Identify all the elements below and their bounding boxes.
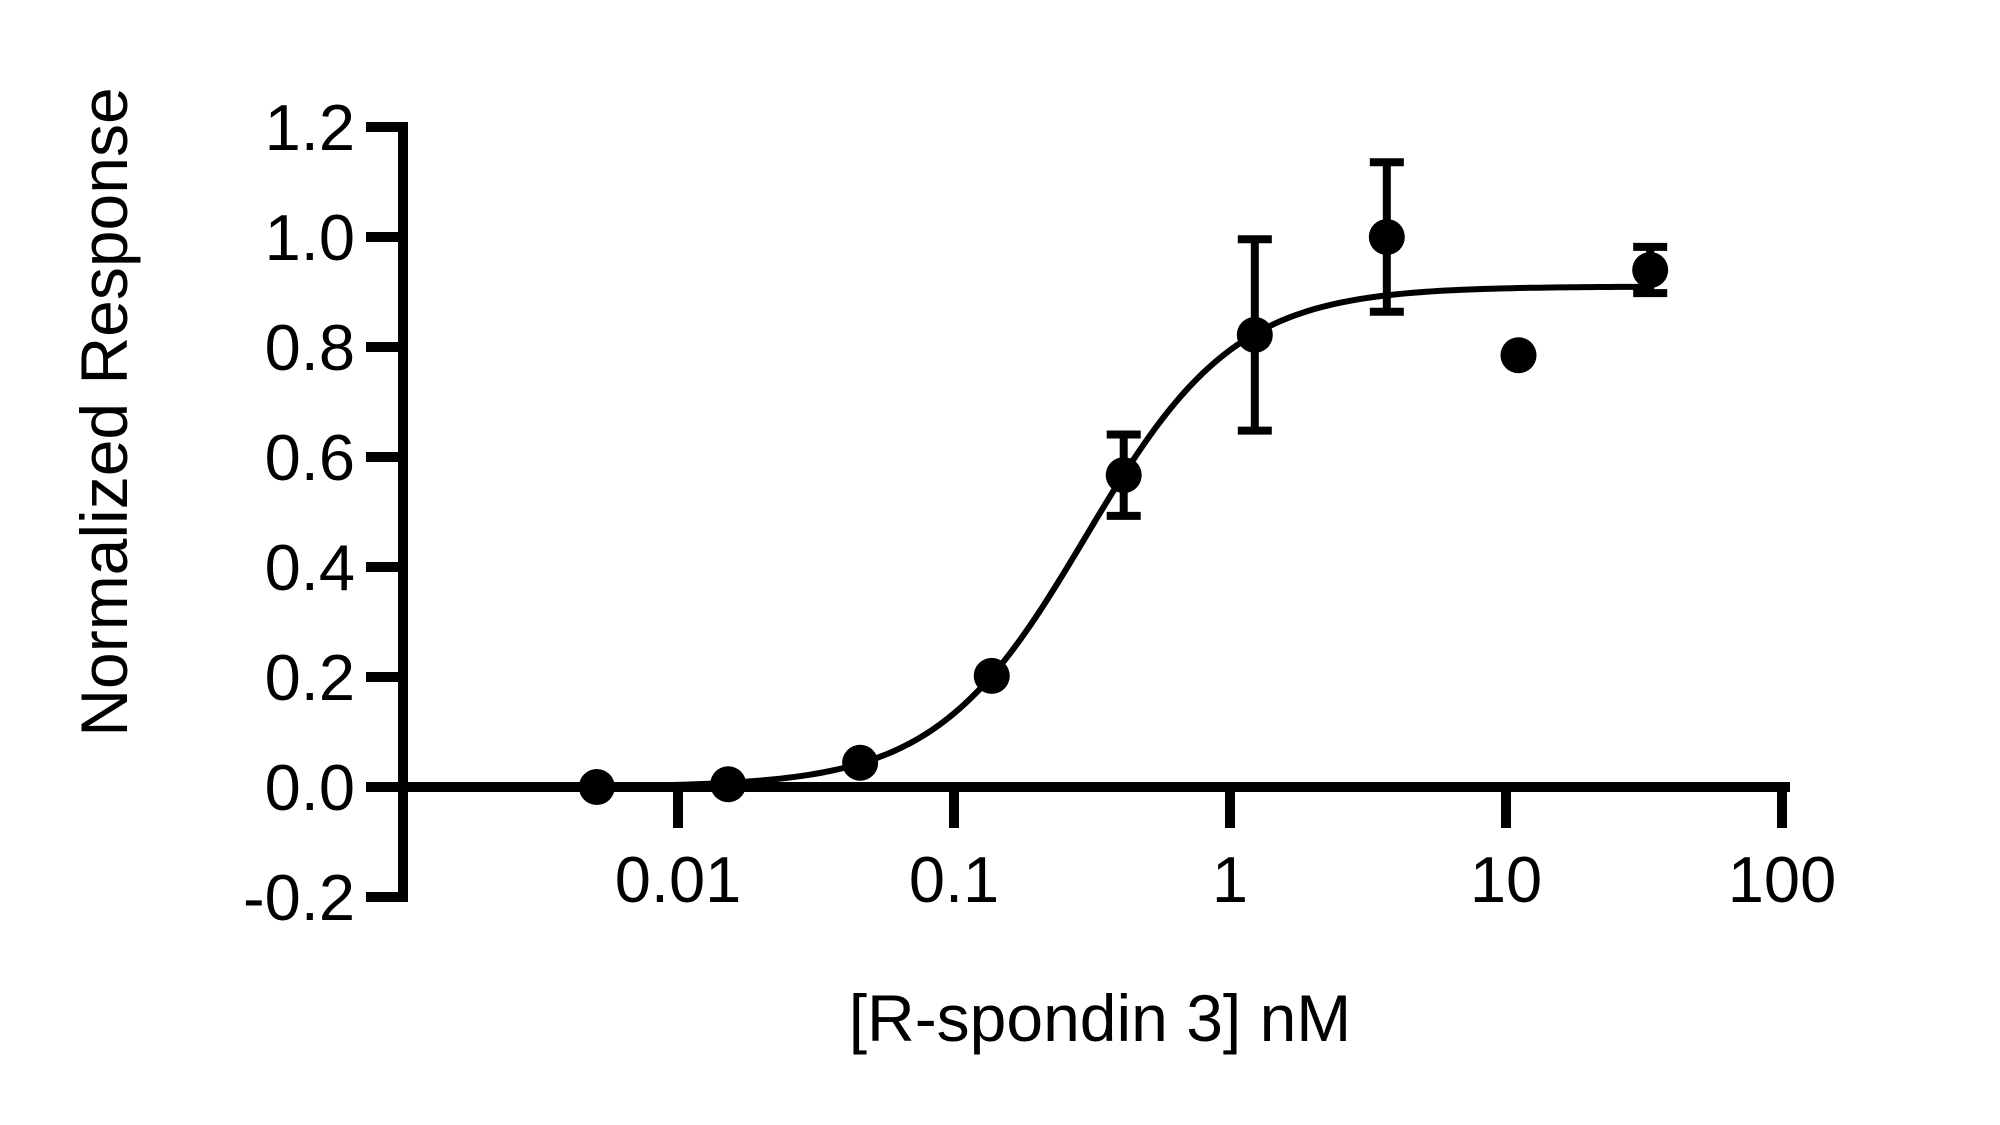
data-point xyxy=(973,657,1010,694)
data-point xyxy=(842,744,879,781)
data-point xyxy=(1632,252,1669,288)
data-point xyxy=(578,769,615,805)
fit-curve xyxy=(596,283,1651,790)
x-tick-label: 0.01 xyxy=(615,843,742,916)
data-point xyxy=(1368,219,1405,255)
x-tick-label: 0.1 xyxy=(909,843,999,916)
data-points-layer xyxy=(578,219,1669,805)
data-point xyxy=(1105,457,1142,494)
x-tick-label: 1 xyxy=(1212,843,1248,916)
axes-layer: 1.2 1.0 0.8 0.6 0.4 0.2 0.0 -0.2 0.01 0.1 1 10 100 xyxy=(243,91,1836,934)
y-tick-label: 0.8 xyxy=(265,311,355,384)
fit-curve-layer xyxy=(596,283,1651,790)
data-point xyxy=(1500,337,1537,374)
y-tick-label: 1.2 xyxy=(265,91,355,164)
x-axis-title: [R-spondin 3] nM xyxy=(849,981,1352,1055)
y-tick-label: 0.2 xyxy=(265,641,355,714)
x-tick-label: 100 xyxy=(1728,843,1836,916)
y-tick-label: 0.0 xyxy=(265,751,355,824)
y-tick-label: 0.4 xyxy=(265,531,355,604)
y-tick-label: -0.2 xyxy=(243,861,355,934)
data-point xyxy=(710,766,747,803)
x-tick-label: 10 xyxy=(1470,843,1542,916)
y-tick-label: 1.0 xyxy=(265,201,355,274)
y-tick-label: 0.6 xyxy=(265,421,355,494)
y-axis-title: Normalized Response xyxy=(67,87,141,736)
data-point xyxy=(1236,316,1273,353)
error-bars-layer xyxy=(1106,158,1668,520)
